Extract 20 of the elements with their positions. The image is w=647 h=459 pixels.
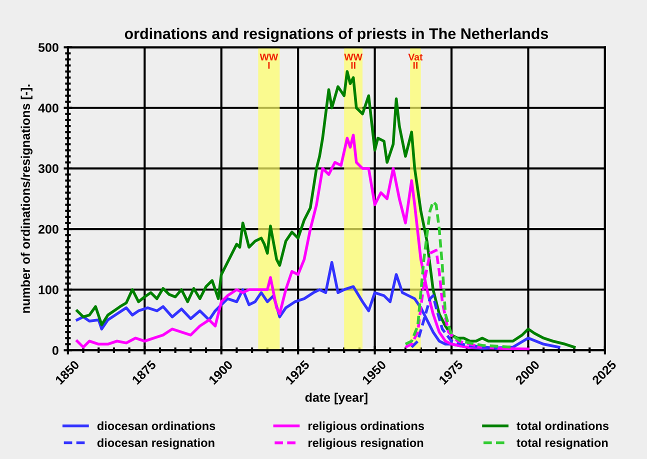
line-series <box>76 70 576 349</box>
y-tick-label: 0 <box>52 346 58 355</box>
y-tick-label: 500 <box>38 43 58 52</box>
y-tick-label: 200 <box>38 224 58 234</box>
band-label: WW II <box>344 54 362 69</box>
chart-title: ordinations and resignations of priests in The Netherlands <box>124 28 548 42</box>
band-label: Vat II <box>408 54 423 69</box>
legend-label: religious resignation <box>308 438 424 450</box>
legend-label: religious ordinations <box>308 421 424 432</box>
line-series <box>76 134 530 350</box>
legend-label: total ordinations <box>516 421 609 430</box>
y-axis-title: number of ordinations/resignations [-]. <box>20 84 32 313</box>
band-label: WW I <box>260 54 278 69</box>
y-tick-label: 400 <box>38 104 58 113</box>
legend-label: diocesan ordinations <box>97 421 216 430</box>
legend-label: total resignation <box>516 438 608 450</box>
y-tick-label: 100 <box>38 285 58 294</box>
x-axis-title: date [year] <box>305 392 368 404</box>
legend-label: diocesan resignation <box>97 438 214 450</box>
y-tick-label: 300 <box>38 164 58 174</box>
